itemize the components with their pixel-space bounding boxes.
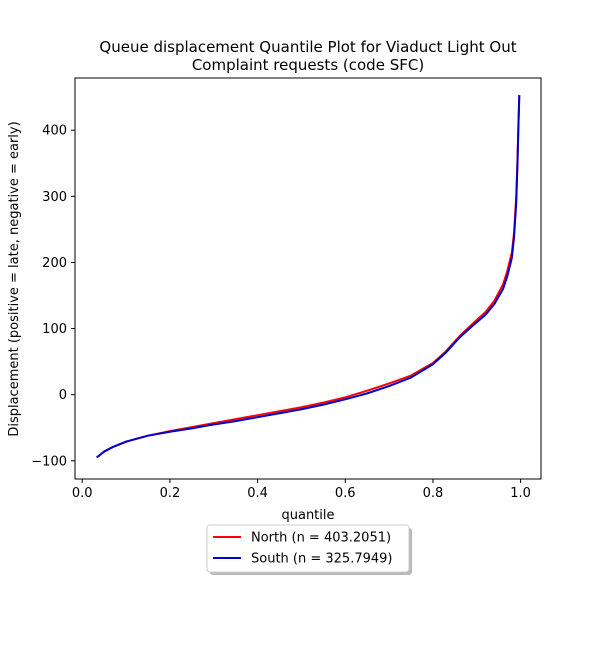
x-axis-label: quantile (281, 508, 334, 523)
x-tick-label: 0.0 (72, 486, 93, 501)
x-tick-label: 0.4 (247, 486, 268, 501)
y-axis-ticks: −100 0 100 200 300 400 (31, 124, 75, 469)
x-tick-label: 0.6 (335, 486, 356, 501)
y-tick-label: 200 (42, 256, 67, 271)
series-line-north (96, 95, 521, 459)
legend-box (206, 524, 410, 573)
legend-label-north: North (n = 403.2051) (251, 531, 391, 546)
x-tick-label: 0.2 (160, 486, 181, 501)
y-tick-label: 300 (42, 190, 67, 205)
x-axis-ticks: 0.0 0.2 0.4 0.6 0.8 1.0 (72, 479, 531, 501)
x-tick-label: 1.0 (510, 486, 531, 501)
y-tick-label: −100 (31, 454, 67, 469)
y-tick-label: 400 (42, 124, 67, 139)
plot-area (96, 95, 521, 459)
y-axis-label: Displacement (positive = late, negative … (7, 121, 22, 436)
chart-title-line-1: Queue displacement Quantile Plot for Via… (99, 38, 516, 56)
x-tick-label: 0.8 (423, 486, 444, 501)
legend-label-south: South (n = 325.7949) (251, 552, 392, 567)
axes-frame (74, 77, 542, 480)
y-tick-label: 0 (59, 388, 67, 403)
legend: North (n = 403.2051) South (n = 325.7949… (206, 524, 412, 575)
y-tick-label: 100 (42, 322, 67, 337)
chart-title-line-2: Complaint requests (code SFC) (192, 56, 424, 74)
series-line-south (96, 95, 521, 459)
